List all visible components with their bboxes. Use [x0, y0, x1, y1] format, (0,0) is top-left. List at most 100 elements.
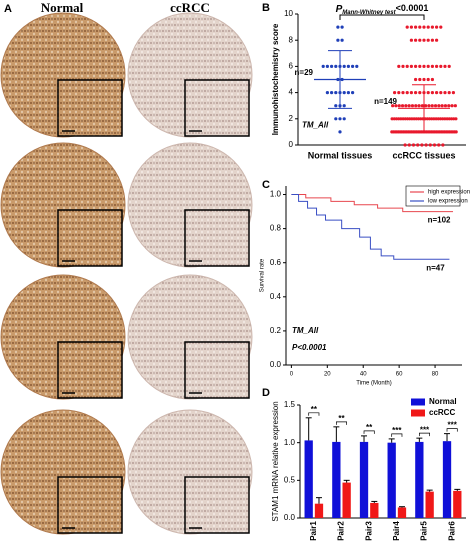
x-tick-label: 60: [396, 372, 403, 378]
dot: [439, 91, 443, 95]
dot: [404, 104, 408, 108]
title-rest: <0.0001: [396, 3, 429, 13]
x-tick-label: Pair3: [364, 521, 373, 541]
y-tick-label: 8: [289, 35, 294, 44]
legend-label: ccRCC: [429, 408, 455, 417]
x-tick-label: 20: [324, 372, 331, 378]
inset: [57, 476, 123, 534]
bar: [342, 482, 351, 518]
dot: [409, 64, 413, 68]
x-tick-label: Pair6: [447, 521, 456, 541]
dot: [424, 143, 428, 147]
inset: [57, 341, 123, 399]
dot: [340, 25, 344, 29]
n-label: n=47: [426, 263, 445, 272]
annotation: P<0.0001: [292, 343, 327, 352]
dot: [405, 91, 409, 95]
dot: [336, 25, 340, 29]
dot: [432, 143, 437, 147]
dot: [403, 117, 407, 121]
y-tick-label: 0.2: [270, 326, 282, 335]
x-axis-label: Time (Month): [356, 381, 391, 387]
dot: [418, 25, 422, 29]
y-tick-label: 4: [289, 88, 294, 97]
title-p: P: [336, 4, 343, 15]
dot: [338, 130, 342, 134]
dot: [422, 25, 426, 29]
bar: [453, 490, 462, 518]
dot: [351, 91, 355, 95]
dot: [418, 64, 422, 68]
survival-line: [291, 194, 454, 213]
column-title: ccRCC: [170, 0, 210, 15]
dot: [414, 117, 418, 121]
dot: [426, 38, 430, 42]
dot: [342, 91, 346, 95]
dot: [325, 91, 329, 95]
dot: [449, 117, 454, 121]
bar: [425, 491, 434, 518]
dot: [409, 25, 413, 29]
n-label: n=29: [295, 68, 314, 77]
bracket: [339, 14, 425, 20]
dot: [443, 91, 447, 95]
dot: [334, 117, 338, 121]
panel-label: A: [4, 3, 12, 15]
survival-line: [291, 194, 450, 260]
dot: [334, 91, 338, 95]
dot: [430, 91, 434, 95]
y-tick-label: 10: [284, 9, 293, 18]
legend-swatch: [411, 398, 425, 406]
n-label: n=149: [374, 97, 397, 106]
dot: [418, 91, 422, 95]
dot: [330, 91, 334, 95]
sig-label: **: [311, 405, 318, 414]
chart-title: PMann-Whitney test<0.0001: [336, 3, 429, 15]
dot: [430, 104, 434, 108]
dot: [419, 117, 423, 121]
dot: [397, 64, 401, 68]
column-title: Normal: [41, 0, 84, 15]
y-tick-label: 0.0: [270, 360, 282, 369]
dot: [440, 104, 444, 108]
dot: [407, 104, 411, 108]
dot: [334, 64, 338, 68]
dot: [433, 104, 438, 108]
dot: [426, 25, 430, 29]
dot: [430, 38, 434, 42]
dot: [454, 117, 458, 121]
dot: [414, 25, 418, 29]
inset: [184, 341, 250, 399]
dot: [435, 91, 439, 95]
dot: [394, 117, 399, 121]
dot: [437, 104, 441, 108]
dot: [430, 25, 434, 29]
legend-swatch: [411, 409, 425, 417]
y-tick-label: 1.5: [284, 400, 296, 409]
dot: [441, 117, 445, 121]
x-tick-label: Pair5: [420, 521, 429, 541]
dot: [336, 38, 340, 42]
legend-label: high expression: [428, 190, 470, 196]
dot: [447, 104, 451, 108]
tissue-images: [0, 12, 253, 535]
dot: [408, 117, 412, 121]
sig-label: ***: [447, 421, 457, 430]
dot: [439, 64, 443, 68]
dot: [450, 104, 454, 108]
y-tick-label: 1.0: [284, 438, 296, 447]
dot: [412, 117, 416, 121]
dot: [414, 77, 418, 82]
dot: [414, 91, 418, 95]
dot: [436, 117, 440, 121]
bar: [304, 440, 313, 518]
dot: [392, 117, 396, 121]
dot: [410, 117, 414, 121]
sig-label: **: [338, 414, 345, 423]
sig-bracket: [336, 421, 347, 425]
dot: [437, 143, 441, 147]
dot: [426, 91, 430, 95]
dot: [435, 64, 439, 68]
dot: [342, 104, 346, 108]
sig-label: ***: [420, 425, 430, 434]
